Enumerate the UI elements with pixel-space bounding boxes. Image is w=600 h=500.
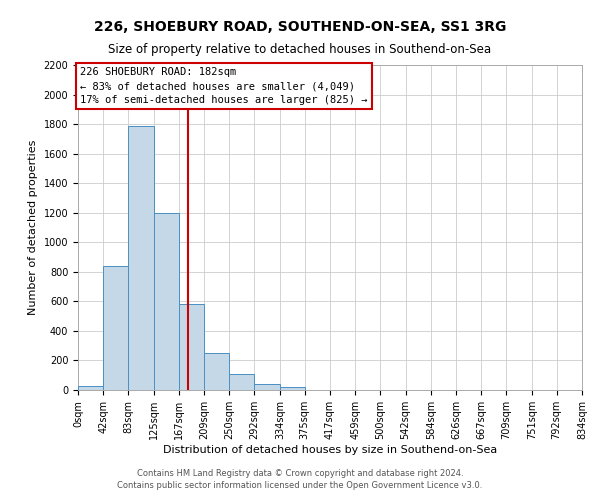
Text: 226, SHOEBURY ROAD, SOUTHEND-ON-SEA, SS1 3RG: 226, SHOEBURY ROAD, SOUTHEND-ON-SEA, SS1…	[94, 20, 506, 34]
Bar	[179, 304, 205, 390]
Bar	[154, 212, 179, 390]
Bar	[128, 126, 154, 390]
Bar	[205, 353, 229, 390]
Bar	[254, 384, 280, 390]
Text: Size of property relative to detached houses in Southend-on-Sea: Size of property relative to detached ho…	[109, 42, 491, 56]
Text: Contains HM Land Registry data © Crown copyright and database right 2024.: Contains HM Land Registry data © Crown c…	[137, 468, 463, 477]
Text: 226 SHOEBURY ROAD: 182sqm
← 83% of detached houses are smaller (4,049)
17% of se: 226 SHOEBURY ROAD: 182sqm ← 83% of detac…	[80, 67, 368, 105]
Bar	[78, 386, 103, 390]
Y-axis label: Number of detached properties: Number of detached properties	[28, 140, 38, 315]
Bar	[103, 266, 128, 390]
Bar	[229, 374, 254, 390]
X-axis label: Distribution of detached houses by size in Southend-on-Sea: Distribution of detached houses by size …	[163, 444, 497, 454]
Bar	[280, 387, 305, 390]
Text: Contains public sector information licensed under the Open Government Licence v3: Contains public sector information licen…	[118, 481, 482, 490]
